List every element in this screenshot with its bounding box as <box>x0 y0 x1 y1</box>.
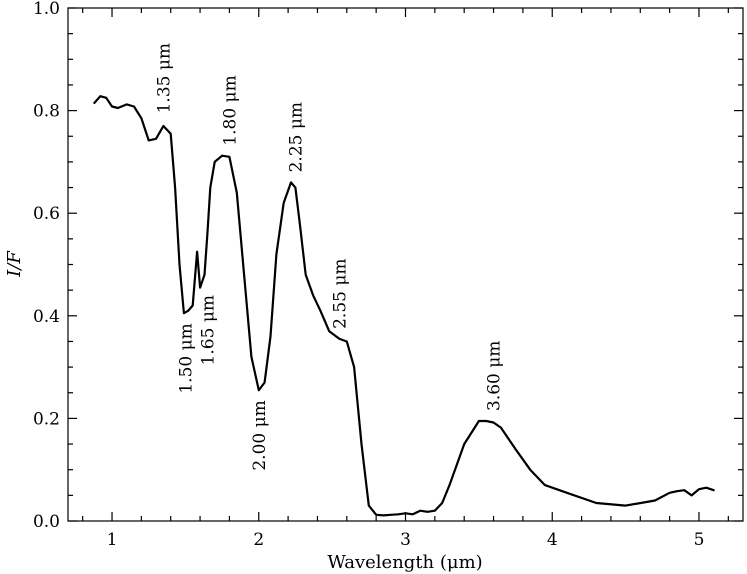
annotation-label: 2.25 μm <box>286 102 306 172</box>
annotation-label: 1.65 μm <box>198 295 218 365</box>
x-tick-label: 3 <box>400 530 411 550</box>
annotation-label: 2.00 μm <box>250 400 270 470</box>
x-tick-label: 5 <box>694 530 705 550</box>
y-axis-label: I/F <box>4 250 25 278</box>
peak-annotations: 1.35 μm 1.50 μm 1.65 μm 1.80 μm 2.00 μm 2.25 … <box>154 43 504 471</box>
y-tick-label: 0.0 <box>33 512 60 532</box>
spectrum-line <box>93 95 715 517</box>
y-tick-label: 0.2 <box>33 409 60 429</box>
axis-tick-labels: 1 2 3 4 5 0.0 0.2 0.4 0.6 0.8 1.0 <box>33 0 704 550</box>
x-tick-label: 2 <box>253 530 264 550</box>
annotation-label: 1.35 μm <box>154 43 174 113</box>
x-axis-label: Wavelength (μm) <box>327 552 482 573</box>
annotation-label: 1.50 μm <box>176 323 196 393</box>
x-tick-label: 4 <box>547 530 558 550</box>
y-tick-label: 0.6 <box>33 204 60 224</box>
y-tick-label: 0.4 <box>33 307 60 327</box>
axis-ticks <box>68 7 743 522</box>
x-tick-label: 1 <box>107 530 118 550</box>
annotation-label: 1.80 μm <box>220 75 240 145</box>
annotation-label: 2.55 μm <box>331 258 351 328</box>
annotation-label: 3.60 μm <box>485 341 505 411</box>
y-tick-label: 0.8 <box>33 102 60 122</box>
y-tick-label: 1.0 <box>33 0 60 19</box>
